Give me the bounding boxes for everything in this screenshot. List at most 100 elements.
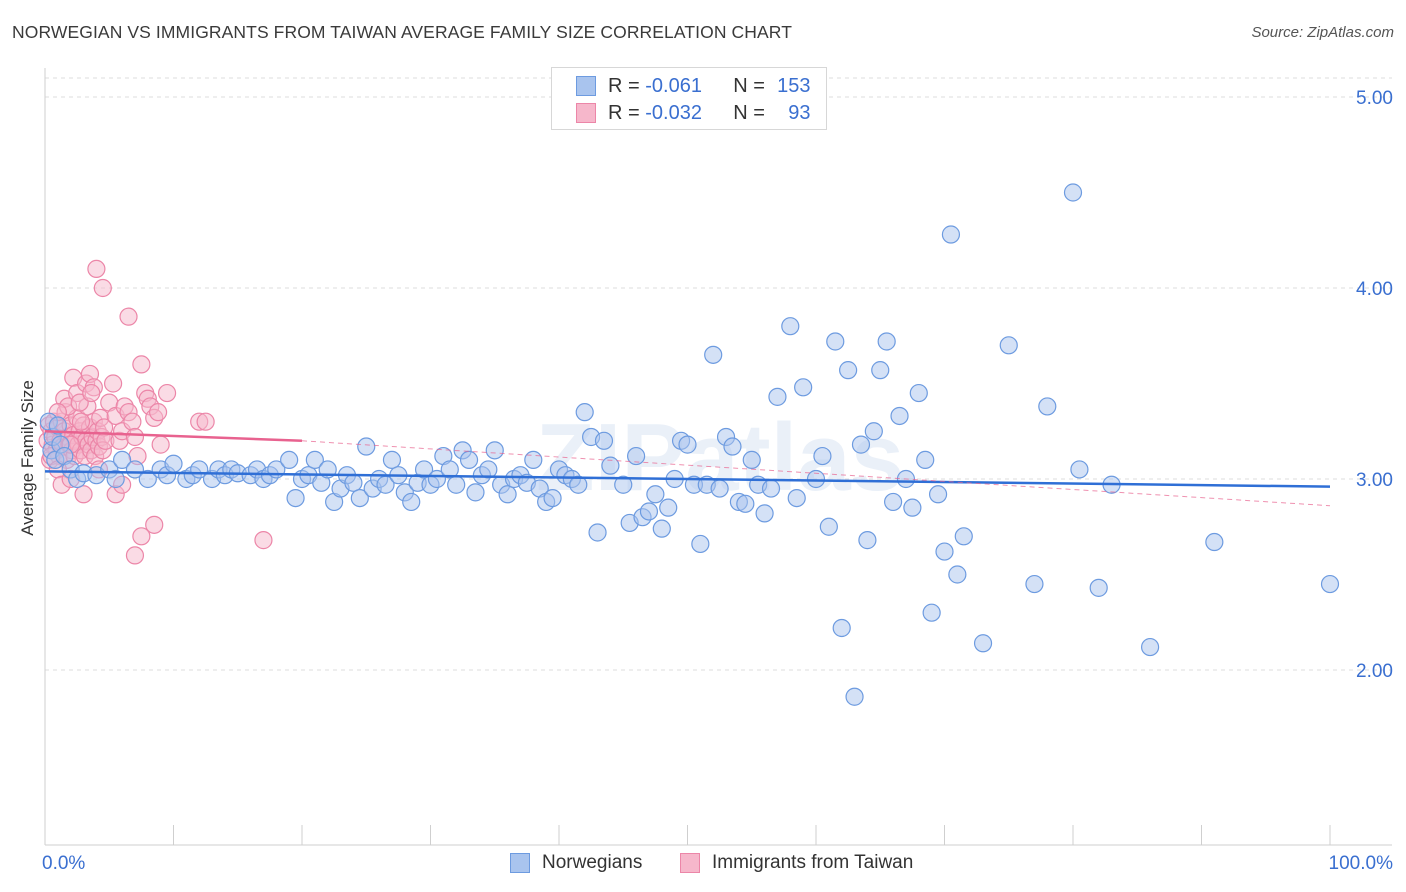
y-axis-label: Average Family Size xyxy=(18,380,37,536)
data-point-norwegians xyxy=(941,225,961,244)
r-label: R = xyxy=(608,101,640,124)
legend-swatch-pink xyxy=(680,853,700,873)
data-point-norwegians xyxy=(280,450,299,469)
legend-row-norwegians: R = -0.061 N = 153 xyxy=(576,74,811,98)
data-point-norwegians xyxy=(877,332,896,351)
data-point-norwegians xyxy=(479,460,498,479)
legend-label-taiwan: Immigrants from Taiwan xyxy=(712,852,914,873)
y-tick-label: 2.00 xyxy=(1356,661,1393,682)
data-point-norwegians xyxy=(916,450,935,469)
source-label: Source: ZipAtlas.com xyxy=(1251,24,1394,41)
legend-item-taiwan: Immigrants from Taiwan xyxy=(680,852,913,874)
data-point-norwegians xyxy=(594,431,614,450)
data-point-norwegians xyxy=(601,456,620,475)
data-point-norwegians xyxy=(858,531,877,550)
r-value: -0.061 xyxy=(645,74,702,97)
data-point-norwegians xyxy=(357,437,376,456)
data-point-norwegians xyxy=(678,435,697,454)
data-point-norwegians xyxy=(736,494,755,513)
data-point-taiwan xyxy=(196,412,215,431)
tick-labels: 2.00 3.00 4.00 5.00 0.0% 100.0% xyxy=(42,88,1393,874)
data-point-norwegians xyxy=(659,498,678,517)
trend-line-norwegians xyxy=(44,470,1331,488)
data-point-norwegians xyxy=(935,542,954,561)
data-point-taiwan xyxy=(254,531,273,550)
chart-title: NORWEGIAN VS IMMIGRANTS FROM TAIWAN AVER… xyxy=(12,22,792,42)
x-tick-label: 100.0% xyxy=(1329,853,1394,874)
trend-extension-taiwan xyxy=(301,440,1331,507)
data-point-norwegians xyxy=(1025,574,1044,594)
legend-label-norwegians: Norwegians xyxy=(542,852,643,873)
data-point-norwegians xyxy=(839,361,858,380)
data-point-norwegians xyxy=(485,441,504,460)
data-point-norwegians xyxy=(350,489,369,508)
y-tick-label: 4.00 xyxy=(1356,279,1393,300)
data-point-norwegians xyxy=(710,479,729,498)
data-point-norwegians xyxy=(1205,532,1224,552)
data-point-norwegians xyxy=(614,475,633,494)
data-point-norwegians xyxy=(447,475,466,494)
data-point-norwegians xyxy=(138,469,157,489)
data-point-norwegians xyxy=(402,492,421,512)
data-point-norwegians xyxy=(864,422,883,441)
data-point-norwegians xyxy=(575,403,594,422)
data-point-norwegians xyxy=(890,406,909,426)
grid-lines xyxy=(45,77,1392,671)
data-point-taiwan xyxy=(132,527,151,546)
data-point-taiwan xyxy=(87,259,106,278)
y-tick-label: 5.00 xyxy=(1356,88,1393,109)
data-point-norwegians xyxy=(498,485,517,504)
data-point-norwegians xyxy=(761,479,781,498)
data-point-taiwan xyxy=(93,278,112,298)
data-point-norwegians xyxy=(382,450,402,469)
data-point-norwegians xyxy=(652,519,671,538)
data-point-norwegians xyxy=(286,489,305,508)
data-point-norwegians xyxy=(768,387,787,406)
data-point-norwegians xyxy=(928,485,948,504)
legend-row-taiwan: R = -0.032 N = 93 xyxy=(576,101,811,125)
data-point-norwegians xyxy=(48,416,67,435)
data-point-norwegians xyxy=(909,383,928,403)
data-point-norwegians xyxy=(787,489,806,508)
data-point-taiwan xyxy=(71,412,91,431)
data-point-taiwan xyxy=(145,515,164,534)
data-point-norwegians xyxy=(626,446,646,466)
series-immigrants-from-taiwan xyxy=(38,259,273,565)
data-point-norwegians xyxy=(851,435,871,454)
data-point-taiwan xyxy=(123,412,142,431)
data-point-norwegians xyxy=(543,489,562,508)
legend-item-norwegians: Norwegians xyxy=(510,852,642,874)
n-label: N = xyxy=(733,74,765,97)
data-point-norwegians xyxy=(832,618,851,638)
data-point-norwegians xyxy=(588,523,607,542)
data-point-norwegians xyxy=(1038,397,1057,416)
data-point-norwegians xyxy=(954,527,973,546)
data-point-norwegians xyxy=(845,687,864,706)
data-point-norwegians xyxy=(1320,574,1340,594)
series-norwegians xyxy=(39,183,1340,706)
data-point-norwegians xyxy=(723,437,742,456)
data-point-taiwan xyxy=(151,435,170,454)
legend-swatch-pink xyxy=(576,103,596,123)
data-point-norwegians xyxy=(164,454,183,473)
data-point-norwegians xyxy=(106,469,125,489)
data-point-norwegians xyxy=(440,460,459,479)
data-point-norwegians xyxy=(819,517,838,536)
data-point-taiwan xyxy=(157,383,177,403)
trend-lines xyxy=(44,430,1331,507)
data-point-norwegians xyxy=(871,361,890,380)
correlation-legend: R = -0.061 N = 153 R = -0.032 N = 93 xyxy=(551,67,827,130)
n-value: 153 xyxy=(777,74,811,97)
data-point-norwegians xyxy=(414,460,434,479)
data-point-norwegians xyxy=(999,336,1018,355)
data-point-norwegians xyxy=(1089,578,1108,597)
data-point-norwegians xyxy=(826,332,845,351)
data-point-norwegians xyxy=(569,475,588,494)
data-point-norwegians xyxy=(883,492,903,512)
data-point-norwegians xyxy=(922,603,941,622)
data-point-norwegians xyxy=(344,473,363,492)
data-point-norwegians xyxy=(704,345,723,364)
data-point-norwegians xyxy=(742,450,761,469)
data-point-norwegians xyxy=(305,450,324,469)
